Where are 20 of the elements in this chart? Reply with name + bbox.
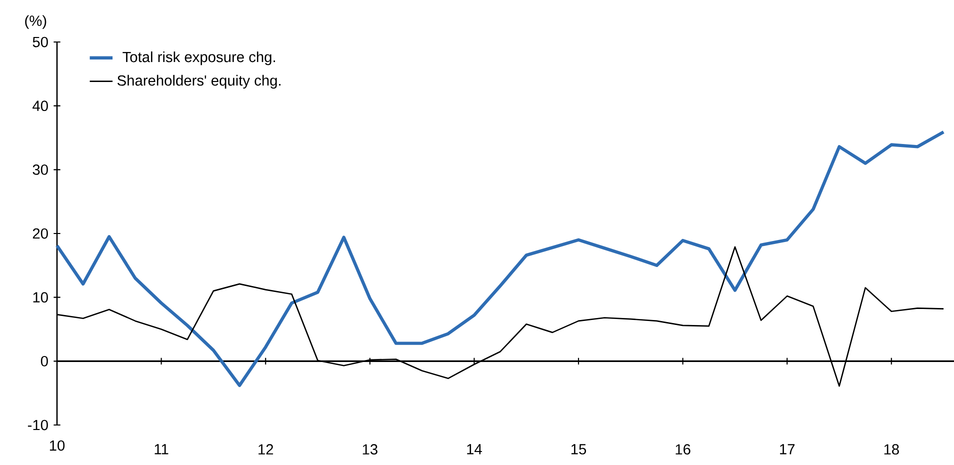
y-tick-label: -10 <box>28 420 48 430</box>
y-axis-title: (%) <box>25 15 46 29</box>
y-tick-label: 10 <box>33 292 48 303</box>
x-tick-label: 16 <box>676 444 690 455</box>
x-tick-label: 17 <box>780 444 795 454</box>
legend-label: Total risk exposure chg. <box>122 51 275 66</box>
x-tick-label: 18 <box>884 444 899 455</box>
y-tick-label: 50 <box>32 36 48 48</box>
x-tick-label: 11 <box>154 444 168 454</box>
x-tick-label: 12 <box>258 444 274 454</box>
y-tick-label: 30 <box>32 164 48 175</box>
x-tick-label: 15 <box>571 444 586 454</box>
x-tick-label: 10 <box>50 440 65 451</box>
y-tick-label: 0 <box>40 356 48 366</box>
legend-label: Shareholders' equity chg. <box>117 74 280 89</box>
x-tick-label: 13 <box>362 444 378 455</box>
line-series <box>55 130 946 388</box>
x-tick-label: 14 <box>467 444 482 454</box>
y-tick-label: 20 <box>32 228 48 239</box>
y-tick-label: 40 <box>32 100 48 112</box>
